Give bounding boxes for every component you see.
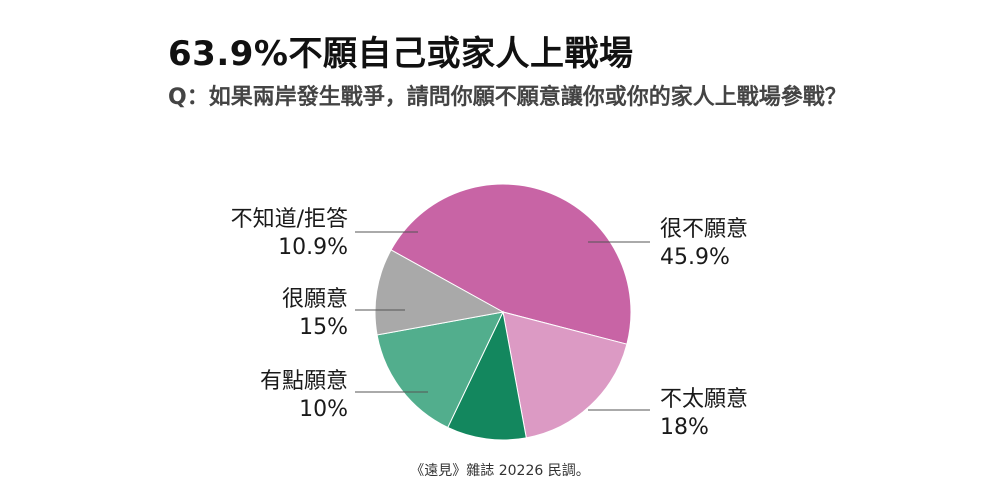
slice-category-label: 很願意 — [282, 287, 348, 312]
chart-title: 63.9%不願自己或家人上戰場 — [168, 34, 634, 74]
slice-value-label: 10% — [299, 397, 348, 422]
slice-value-label: 15% — [299, 315, 348, 340]
slice-category-label: 有點願意 — [260, 369, 348, 394]
pie-slice — [374, 249, 505, 336]
slice-category-label: 不太願意 — [660, 387, 748, 412]
pie-slice — [376, 311, 504, 429]
pie-slice — [502, 311, 628, 439]
slice-value-label: 10.9% — [278, 235, 348, 260]
slice-value-label: 18% — [660, 415, 709, 440]
slice-category-label: 很不願意 — [660, 217, 748, 242]
pie-slice — [390, 183, 632, 345]
slice-value-label: 45.9% — [660, 245, 730, 270]
chart-subtitle: Q：如果兩岸發生戰爭，請問你願不願意讓你或你的家人上戰場參戰？ — [168, 85, 847, 110]
source-note: 《遠見》雜誌 20226 民調。 — [410, 463, 590, 479]
pie-slice — [447, 310, 527, 441]
slice-category-label: 不知道/拒答 — [231, 207, 348, 232]
